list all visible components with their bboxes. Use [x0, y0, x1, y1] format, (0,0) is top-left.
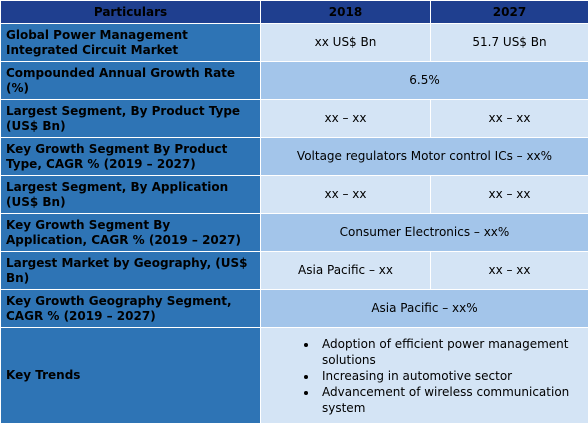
row-label-key-product: Key Growth Segment By Product Type, CAGR…: [0, 137, 261, 176]
row-label-largest-geography: Largest Market by Geography, (US$ Bn): [0, 251, 261, 290]
cell-largest-geography-2018: Asia Pacific – xx: [260, 251, 431, 290]
header-2018: 2018: [260, 0, 431, 24]
row-label-market: Global Power Management Integrated Circu…: [0, 23, 261, 62]
trends-list: Adoption of efficient power management s…: [266, 336, 583, 416]
header-2027: 2027: [430, 0, 588, 24]
cell-cagr-value: 6.5%: [260, 61, 588, 100]
row-label-cagr: Compounded Annual Growth Rate (%): [0, 61, 261, 100]
table-row-key-application: Key Growth Segment By Application, CAGR …: [0, 213, 588, 252]
header-row: Particulars 2018 2027: [0, 0, 588, 24]
table-row-key-product: Key Growth Segment By Product Type, CAGR…: [0, 137, 588, 176]
cell-market-2018: xx US$ Bn: [260, 23, 431, 62]
table-row-largest-application: Largest Segment, By Application (US$ Bn)…: [0, 175, 588, 214]
table-row-largest-geography: Largest Market by Geography, (US$ Bn) As…: [0, 251, 588, 290]
cell-largest-geography-2027: xx – xx: [430, 251, 588, 290]
header-particulars: Particulars: [0, 0, 261, 24]
table-row-largest-product: Largest Segment, By Product Type (US$ Bn…: [0, 99, 588, 138]
table-row-market: Global Power Management Integrated Circu…: [0, 23, 588, 62]
list-item: Increasing in automotive sector: [318, 368, 575, 384]
cell-largest-product-2027: xx – xx: [430, 99, 588, 138]
row-label-key-geography: Key Growth Geography Segment, CAGR % (20…: [0, 289, 261, 328]
row-label-key-application: Key Growth Segment By Application, CAGR …: [0, 213, 261, 252]
table-row-key-geography: Key Growth Geography Segment, CAGR % (20…: [0, 289, 588, 328]
list-item: Advancement of wireless communication sy…: [318, 384, 575, 416]
cell-largest-application-2018: xx – xx: [260, 175, 431, 214]
cell-key-trends: Adoption of efficient power management s…: [260, 327, 588, 424]
cell-market-2027: 51.7 US$ Bn: [430, 23, 588, 62]
table-row-cagr: Compounded Annual Growth Rate (%) 6.5%: [0, 61, 588, 100]
cell-key-product-value: Voltage regulators Motor control ICs – x…: [260, 137, 588, 176]
cell-key-application-value: Consumer Electronics – xx%: [260, 213, 588, 252]
row-label-key-trends: Key Trends: [0, 327, 261, 424]
table-row-key-trends: Key Trends Adoption of efficient power m…: [0, 327, 588, 424]
row-label-largest-application: Largest Segment, By Application (US$ Bn): [0, 175, 261, 214]
cell-largest-product-2018: xx – xx: [260, 99, 431, 138]
row-label-largest-product: Largest Segment, By Product Type (US$ Bn…: [0, 99, 261, 138]
list-item: Adoption of efficient power management s…: [318, 336, 575, 368]
cell-largest-application-2027: xx – xx: [430, 175, 588, 214]
cell-key-geography-value: Asia Pacific – xx%: [260, 289, 588, 328]
